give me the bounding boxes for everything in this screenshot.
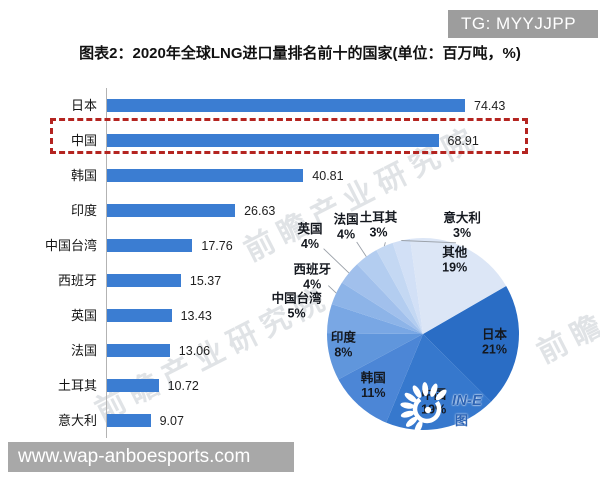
pie-leader-line xyxy=(327,285,337,294)
logo-petal xyxy=(435,389,447,401)
bar-zone: 26.63 xyxy=(106,193,540,228)
bar-category-label: 韩国 xyxy=(70,168,97,183)
institute-logo-text: IN-E xyxy=(452,392,482,409)
pie-slice xyxy=(341,264,423,334)
bar-category-label: 中国 xyxy=(70,133,97,148)
bar-category-label: 意大利 xyxy=(57,413,97,428)
bar-value-label: 68.91 xyxy=(447,133,479,148)
pie-slice-label: 英国 4% xyxy=(297,221,322,251)
pie-slice xyxy=(376,242,423,334)
logo-petal xyxy=(400,402,415,409)
bar-value-label: 74.43 xyxy=(474,98,506,113)
logo-swirl-ring xyxy=(412,394,442,424)
bar-row: 韩国 40.81 xyxy=(40,158,540,193)
bar-category-label: 印度 xyxy=(70,203,97,218)
pie-slice xyxy=(357,250,423,334)
institute-logo-subtext: 图 xyxy=(455,413,469,428)
pie-slice xyxy=(410,237,507,334)
pie-slice-label: 西班牙 4% xyxy=(293,261,331,291)
bar-row: 印度 26.63 xyxy=(40,193,540,228)
logo-petal xyxy=(430,383,438,397)
pie-slice-label: 其他 19% xyxy=(442,244,468,274)
bar-zone: 17.76 xyxy=(106,228,540,263)
logo-petal xyxy=(422,382,429,397)
logo-petal xyxy=(412,385,422,398)
pie-slice xyxy=(326,333,423,380)
pie-leader-line xyxy=(323,248,350,274)
bar-chart: 日本 74.43 中国 68.91 韩国 40.81 印度 26.63 中国台湾 17.76 西班牙… xyxy=(40,88,540,438)
tg-watermark-badge: TG: MYYJJPP xyxy=(448,10,598,38)
bar-value-label: 10.72 xyxy=(167,378,199,393)
pie-leader-line xyxy=(383,242,386,247)
pie-slice xyxy=(392,238,423,334)
bar-category-label: 中国台湾 xyxy=(44,238,97,253)
bar xyxy=(107,379,159,392)
bar-row: 法国 13.06 xyxy=(40,333,540,368)
figure-title: 图表2：2020年全球LNG进口量排名前十的国家(单位：百万吨，%) xyxy=(79,45,521,62)
pie-slice-label: 意大利 3% xyxy=(443,210,481,240)
pie-slice xyxy=(331,282,423,334)
bar xyxy=(107,204,236,217)
bar-value-label: 17.76 xyxy=(201,238,233,253)
logo-petal xyxy=(405,416,418,427)
site-url-watermark: www.wap-anboesports.com xyxy=(8,442,294,472)
logo-petal xyxy=(414,420,423,434)
bar xyxy=(107,169,304,182)
institute-logo-mark xyxy=(400,382,447,434)
bar-category-label: 西班牙 xyxy=(57,273,97,288)
bar-value-label: 9.07 xyxy=(159,413,184,428)
bar-row: 中国台湾 17.76 xyxy=(40,228,540,263)
logo-petal xyxy=(400,410,415,418)
bar-zone: 15.37 xyxy=(106,263,540,298)
pie-slice xyxy=(338,334,423,423)
bar-value-label: 15.37 xyxy=(189,273,222,288)
bar-row: 西班牙 15.37 xyxy=(40,263,540,298)
pie-slice-label: 中国台湾 5% xyxy=(272,291,323,321)
bar-value-label: 26.63 xyxy=(244,203,276,218)
logo-center-dot xyxy=(424,406,432,414)
pie-slice-label: 印度 8% xyxy=(331,329,357,359)
pie-slice xyxy=(423,286,520,402)
pie-slice-label: 土耳其 3% xyxy=(360,210,398,240)
bar xyxy=(107,344,170,357)
bar-zone: 40.81 xyxy=(106,158,540,193)
pie-slice-label: 法国 4% xyxy=(334,211,359,241)
bar xyxy=(107,239,193,252)
bar-zone: 68.91 xyxy=(106,123,540,158)
pie-slice-label: 日本 21% xyxy=(482,326,508,356)
bar-row: 日本 74.43 xyxy=(40,88,540,123)
bar-row: 意大利 9.07 xyxy=(40,403,540,438)
bar-value-label: 40.81 xyxy=(312,168,344,183)
bar-zone: 9.07 xyxy=(106,403,540,438)
bar-row: 英国 13.43 xyxy=(40,298,540,333)
bar-category-label: 日本 xyxy=(70,98,97,113)
bar-value-label: 13.06 xyxy=(178,343,211,358)
bar-value-label: 13.43 xyxy=(180,308,212,323)
bar-category-label: 法国 xyxy=(70,343,97,358)
bar-zone: 13.43 xyxy=(106,298,540,333)
bar-zone: 10.72 xyxy=(106,368,540,403)
bar xyxy=(107,414,151,427)
bar-row: 中国 68.91 xyxy=(40,123,540,158)
bar-rows: 日本 74.43 中国 68.91 韩国 40.81 印度 26.63 中国台湾 17.76 西班牙… xyxy=(40,88,540,438)
bar xyxy=(107,274,181,287)
logo-petal xyxy=(404,392,417,403)
bar-zone: 74.43 xyxy=(106,88,540,123)
pie-leader-line xyxy=(356,241,367,257)
bar-category-label: 英国 xyxy=(70,308,97,323)
pie-chart: 日本21%中国19%韩国11%印度8%中国台湾5%西班牙4%英国4%法国4%土耳… xyxy=(272,210,520,434)
bar-zone: 13.06 xyxy=(106,333,540,368)
bar xyxy=(107,99,465,112)
bar xyxy=(107,309,172,322)
pie-slice-label: 韩国 11% xyxy=(361,370,386,400)
bar-category-label: 土耳其 xyxy=(57,378,97,393)
pie-slice xyxy=(327,304,423,334)
bar xyxy=(107,134,439,147)
pie-leader-line xyxy=(401,240,457,244)
bar-row: 土耳其 10.72 xyxy=(40,368,540,403)
